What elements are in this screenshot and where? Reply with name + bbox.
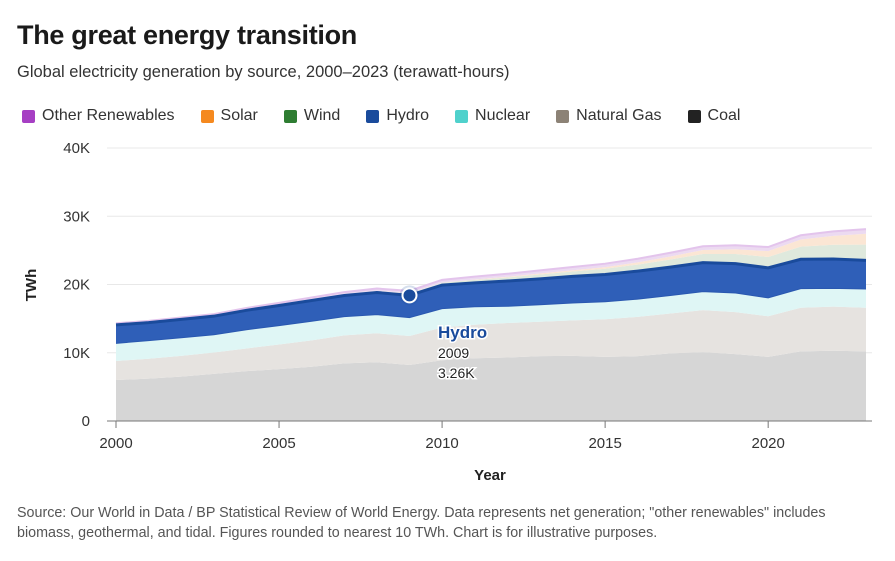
legend-swatch-wind <box>283 109 297 123</box>
stacked-area-chart: 0 10K 20K 30K 40K 2000 2005 2010 2015 2020 Hydro 2… <box>23 140 872 484</box>
chart-subtitle: Global electricity generation by source,… <box>17 63 510 81</box>
legend-label-other-renewables: Other Renewables <box>42 107 175 124</box>
legend-label-hydro: Hydro <box>386 107 430 124</box>
hydro-bottom-edge <box>115 287 867 344</box>
source-footnote: Source: Our World in Data / BP Statistic… <box>17 505 826 541</box>
legend-label-natural-gas: Natural Gas <box>576 107 662 124</box>
y-tick-label: 40K <box>63 140 90 157</box>
legend-label-nuclear: Nuclear <box>475 107 531 124</box>
y-tick-label: 30K <box>63 208 90 225</box>
x-tick-label: 2020 <box>751 435 784 452</box>
area-coal[interactable] <box>116 350 866 421</box>
tooltip-series: Hydro <box>438 323 487 342</box>
hover-point[interactable] <box>401 287 418 304</box>
legend-label-wind: Wind <box>303 107 341 124</box>
legend-item-hydro[interactable]: Hydro <box>366 107 429 125</box>
axes: 0 10K 20K 30K 40K 2000 2005 2010 2015 2020 <box>63 140 872 452</box>
area-natural-gas[interactable] <box>116 306 866 381</box>
legend-item-wind[interactable]: Wind <box>283 107 341 125</box>
y-axis-title: TWh <box>23 269 40 301</box>
legend-swatch-solar <box>200 109 214 123</box>
x-tick-label: 2015 <box>588 435 621 452</box>
y-tick-label: 0 <box>82 413 90 430</box>
x-axis-title: Year <box>474 467 506 484</box>
area-nuclear[interactable] <box>116 288 866 361</box>
chart-title: The great energy transition <box>17 20 357 50</box>
legend-label-coal: Coal <box>707 107 741 124</box>
hydro-top-edge <box>115 257 867 327</box>
y-tick-label: 10K <box>63 345 90 362</box>
legend-swatch-natural-gas <box>556 109 570 123</box>
legend-swatch-hydro <box>366 109 380 123</box>
x-tick-label: 2000 <box>99 435 132 452</box>
legend-item-nuclear[interactable]: Nuclear <box>455 107 530 125</box>
legend: Other Renewables Solar Wind Hydro Nuclea… <box>22 107 766 125</box>
area-solar[interactable] <box>116 233 866 325</box>
y-tick-label: 20K <box>63 277 90 294</box>
legend-item-coal[interactable]: Coal <box>687 107 741 125</box>
legend-label-solar: Solar <box>220 107 258 124</box>
legend-swatch-coal <box>687 109 701 123</box>
area-outline-total <box>115 228 867 325</box>
tooltip-value: 3.26K <box>438 365 475 381</box>
legend-item-other-renewables[interactable]: Other Renewables <box>22 107 175 125</box>
legend-swatch-other-renewables <box>22 109 35 123</box>
area-series <box>115 228 867 421</box>
legend-item-solar[interactable]: Solar <box>200 107 258 125</box>
tooltip-year: 2009 <box>438 345 469 361</box>
hover-marker-group: Hydro 2009 3.26K <box>399 285 489 383</box>
x-tick-label: 2005 <box>262 435 295 452</box>
x-tick-label: 2010 <box>425 435 458 452</box>
legend-item-natural-gas[interactable]: Natural Gas <box>556 107 662 125</box>
legend-swatch-nuclear <box>455 109 469 123</box>
